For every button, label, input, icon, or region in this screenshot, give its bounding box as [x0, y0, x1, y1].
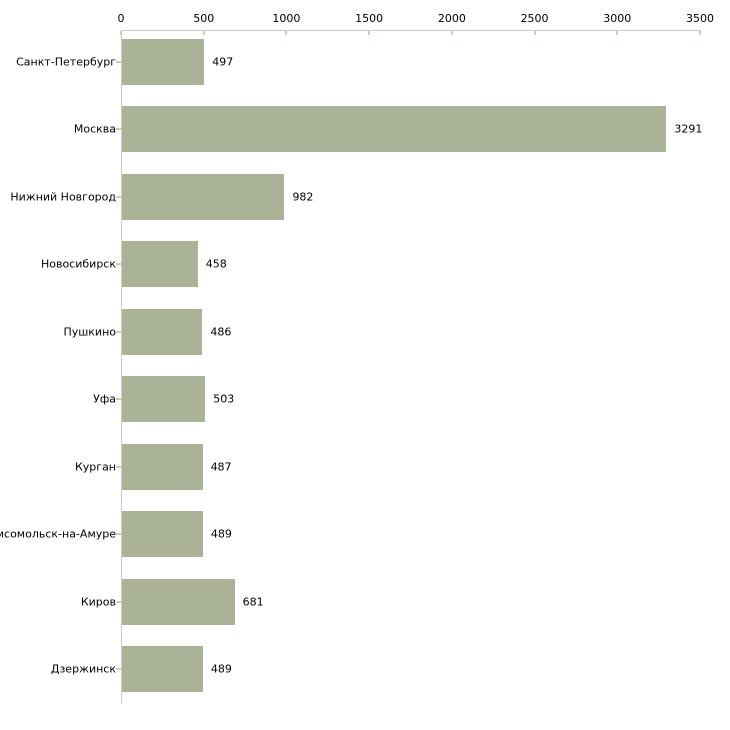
chart-row: Санкт-Петербург 497 [0, 28, 730, 96]
x-tick-mark [120, 31, 122, 35]
category-tick-mark [116, 195, 121, 198]
category-tick-mark [116, 600, 121, 603]
chart-row: Москва 3291 [0, 96, 730, 164]
value-label: 458 [205, 257, 227, 271]
category-label: Курган [74, 460, 116, 474]
bar-track: 458 [122, 241, 701, 288]
category-tick-mark [116, 263, 121, 266]
bar [122, 511, 203, 558]
chart-row: Новосибирск 458 [0, 231, 730, 299]
bar-track: 681 [122, 578, 701, 625]
x-tick-label: 1500 [355, 12, 384, 25]
value-label: 681 [242, 595, 264, 609]
bar-track: 486 [122, 308, 701, 355]
chart-row: Нижний Новгород 982 [0, 163, 730, 231]
x-tick-label: 2500 [520, 12, 549, 25]
bar-track: 489 [122, 511, 701, 558]
category-label: Новосибирск [40, 257, 116, 271]
bar [122, 376, 206, 423]
value-label: 489 [210, 527, 232, 541]
bar [122, 578, 235, 625]
chart-row: Пушкино 486 [0, 298, 730, 366]
category-label: Уфа [93, 392, 116, 406]
value-label: 487 [210, 460, 232, 474]
bar [122, 646, 203, 693]
x-tick-mark [533, 31, 536, 35]
x-tick-label: 0 [117, 12, 125, 25]
chart-row: Дзержинск 489 [0, 636, 730, 704]
bar-track: 489 [122, 646, 701, 693]
value-label: 503 [213, 392, 235, 406]
value-label: 489 [210, 662, 232, 676]
category-label: Нижний Новгород [10, 190, 116, 204]
x-tick-mark [285, 31, 288, 35]
x-axis-line [121, 30, 701, 31]
bar-track: 497 [122, 38, 701, 85]
chart-row: Киров 681 [0, 568, 730, 636]
category-tick-mark [116, 533, 121, 536]
x-tick-mark [368, 31, 371, 35]
category-label: Дзержинск [50, 662, 116, 676]
category-tick-mark [116, 668, 121, 671]
x-tick-label: 2000 [437, 12, 466, 25]
bar [122, 38, 205, 85]
x-tick-mark [699, 31, 701, 35]
bar [122, 308, 203, 355]
x-tick-mark [450, 31, 453, 35]
category-tick-mark [116, 330, 121, 333]
bar [122, 241, 198, 288]
value-label: 486 [210, 325, 232, 339]
category-tick-mark [116, 465, 121, 468]
x-tick-mark [202, 31, 205, 35]
bar-track: 487 [122, 443, 701, 490]
x-tick-label: 3500 [686, 12, 714, 25]
category-label: Санкт-Петербург [16, 55, 116, 69]
x-tick-label: 1000 [272, 12, 301, 25]
x-tick-label: 500 [193, 12, 215, 25]
category-tick-mark [116, 60, 121, 63]
chart-row: Уфа 503 [0, 366, 730, 434]
chart-row: мсомольск-на-Амуре 489 [0, 501, 730, 569]
category-label: Москва [73, 122, 116, 136]
bar [122, 106, 667, 153]
chart-row: Курган 487 [0, 433, 730, 501]
bar-track: 503 [122, 376, 701, 423]
category-label: Киров [80, 595, 116, 609]
category-label: Пушкино [63, 325, 116, 339]
category-tick-mark [116, 398, 121, 401]
bar-track: 982 [122, 173, 701, 220]
value-label: 982 [292, 190, 314, 204]
category-label: мсомольск-на-Амуре [0, 527, 116, 541]
x-tick-mark [616, 31, 619, 35]
value-label: 497 [212, 55, 234, 69]
bar [122, 173, 285, 220]
value-label: 3291 [674, 122, 703, 136]
category-tick-mark [116, 128, 121, 131]
chart-rows: Санкт-Петербург 497 Москва 3291 Нижний Новго… [0, 28, 730, 703]
x-tick-label: 3000 [603, 12, 632, 25]
bar-track: 3291 [122, 106, 703, 153]
y-axis-line [121, 30, 122, 703]
bar [122, 443, 203, 490]
